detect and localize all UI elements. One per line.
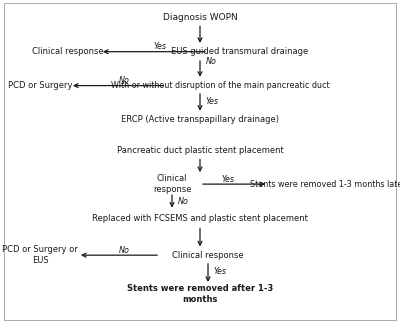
Text: Yes: Yes bbox=[214, 267, 227, 276]
Text: PCD or Surgery: PCD or Surgery bbox=[8, 81, 72, 90]
Text: No: No bbox=[206, 57, 217, 66]
Text: Clinical response: Clinical response bbox=[172, 251, 244, 260]
Text: Stents were removed 1-3 months later: Stents were removed 1-3 months later bbox=[250, 180, 400, 189]
Text: Clinical
response: Clinical response bbox=[153, 174, 191, 194]
Text: Diagnosis WOPN: Diagnosis WOPN bbox=[163, 13, 237, 22]
Text: Yes: Yes bbox=[206, 97, 219, 106]
Text: PCD or Surgery or
EUS: PCD or Surgery or EUS bbox=[2, 245, 78, 265]
Text: Stents were removed after 1-3
months: Stents were removed after 1-3 months bbox=[127, 284, 273, 304]
Text: EUS guided transmural drainage: EUS guided transmural drainage bbox=[171, 47, 309, 56]
Text: ERCP (Active transpapillary drainage): ERCP (Active transpapillary drainage) bbox=[121, 115, 279, 124]
Text: Yes: Yes bbox=[222, 175, 234, 184]
Text: Pancreatic duct plastic stent placement: Pancreatic duct plastic stent placement bbox=[117, 146, 283, 155]
Text: Clinical response: Clinical response bbox=[32, 47, 104, 56]
Text: Replaced with FCSEMS and plastic stent placement: Replaced with FCSEMS and plastic stent p… bbox=[92, 214, 308, 223]
Text: No: No bbox=[118, 246, 130, 255]
Text: No: No bbox=[118, 76, 130, 85]
Text: Yes: Yes bbox=[154, 42, 166, 51]
Text: With or without disruption of the main pancreatic duct: With or without disruption of the main p… bbox=[111, 81, 329, 90]
Text: No: No bbox=[178, 197, 189, 206]
